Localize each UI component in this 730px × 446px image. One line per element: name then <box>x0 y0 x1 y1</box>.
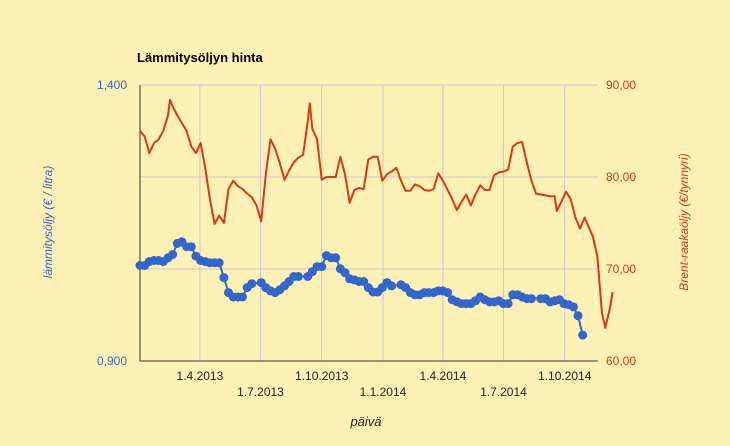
x-tick-label: 1.4.2014 <box>420 369 467 383</box>
data-point <box>331 253 341 263</box>
y-right-tick-label: 90,00 <box>606 78 636 92</box>
chart-title: Lämmitysöljyn hinta <box>137 50 263 65</box>
x-tick-label: 1.10.2013 <box>295 369 349 383</box>
gridlines <box>140 84 598 361</box>
x-tick-label: 1.7.2014 <box>480 385 527 399</box>
data-point <box>317 262 327 272</box>
x-tick-label: 1.10.2014 <box>538 369 592 383</box>
axes <box>139 85 598 362</box>
data-point <box>214 258 224 268</box>
data-point <box>186 242 196 252</box>
tick-labels: 60,00 70,00 80,00 90,00 0,900 1,400 1.4.2013 1.… <box>97 78 636 399</box>
x-tick-label: 1.4.2013 <box>177 369 224 383</box>
y-axis-left-label: lämmitysöljy (€ / litra) <box>41 166 55 279</box>
data-point <box>293 272 303 281</box>
data-point <box>443 288 453 298</box>
data-point <box>526 294 536 304</box>
series-layer <box>135 98 614 340</box>
y-axis-right-label: Brent-raakaöljy (€/tynnyri) <box>677 153 691 290</box>
y-right-tick-label: 80,00 <box>606 170 636 184</box>
data-point <box>247 279 257 289</box>
data-point <box>573 311 583 321</box>
data-point <box>503 299 513 309</box>
data-point <box>168 250 178 259</box>
data-point <box>340 268 350 278</box>
y-right-tick-label: 60,00 <box>606 354 636 368</box>
data-point <box>219 273 229 283</box>
y-left-tick-label: 1,400 <box>97 78 127 92</box>
x-axis-label: päivä <box>349 414 381 429</box>
data-point <box>387 281 397 291</box>
x-tick-label: 1.7.2013 <box>237 385 284 399</box>
data-point <box>359 277 369 286</box>
data-point <box>238 292 247 302</box>
series-brent <box>139 98 614 329</box>
series-line <box>139 98 614 329</box>
series-line <box>140 240 584 336</box>
x-tick-label: 1.1.2014 <box>360 385 407 399</box>
series-heating-oil <box>135 237 588 340</box>
y-left-tick-label: 0,900 <box>97 354 127 368</box>
y-right-tick-label: 70,00 <box>606 262 636 276</box>
data-point <box>578 330 588 340</box>
data-point <box>568 302 578 312</box>
